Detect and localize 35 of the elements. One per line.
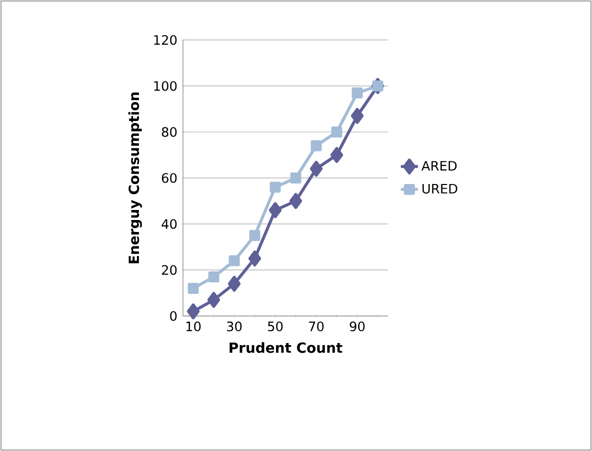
point xyxy=(372,80,384,92)
point xyxy=(228,255,240,266)
point xyxy=(248,250,262,266)
y-tick-label: 40 xyxy=(162,219,177,229)
point xyxy=(207,292,220,308)
point xyxy=(290,172,302,184)
x-axis-title: Prudent Count xyxy=(230,342,342,353)
point xyxy=(289,193,302,209)
x-tick-label: 30 xyxy=(227,322,242,332)
point xyxy=(186,303,200,320)
legend-label: ARED xyxy=(421,161,457,171)
y-tick-label: 20 xyxy=(162,265,177,275)
point xyxy=(188,282,199,294)
point xyxy=(331,126,342,138)
point xyxy=(350,108,364,124)
x-tick-label: 90 xyxy=(350,322,365,332)
y-axis-title: Energuy Consumption xyxy=(128,92,142,264)
x-tick-label: 10 xyxy=(186,322,201,332)
point xyxy=(249,230,260,241)
point xyxy=(352,87,363,98)
y-tick-label: 60 xyxy=(162,173,177,183)
y-tick-label: 100 xyxy=(154,81,177,91)
point xyxy=(310,140,322,152)
y-tick-label: 120 xyxy=(154,35,177,45)
point xyxy=(208,271,220,282)
y-tick-label: 80 xyxy=(162,127,177,137)
point xyxy=(228,276,241,292)
point xyxy=(270,182,281,193)
point xyxy=(310,160,323,177)
point xyxy=(268,202,282,218)
legend-label: URED xyxy=(422,184,458,194)
x-tick-label: 50 xyxy=(268,322,283,332)
y-tick-label: 0 xyxy=(170,311,177,321)
x-tick-label: 70 xyxy=(309,322,324,332)
point xyxy=(330,147,344,163)
